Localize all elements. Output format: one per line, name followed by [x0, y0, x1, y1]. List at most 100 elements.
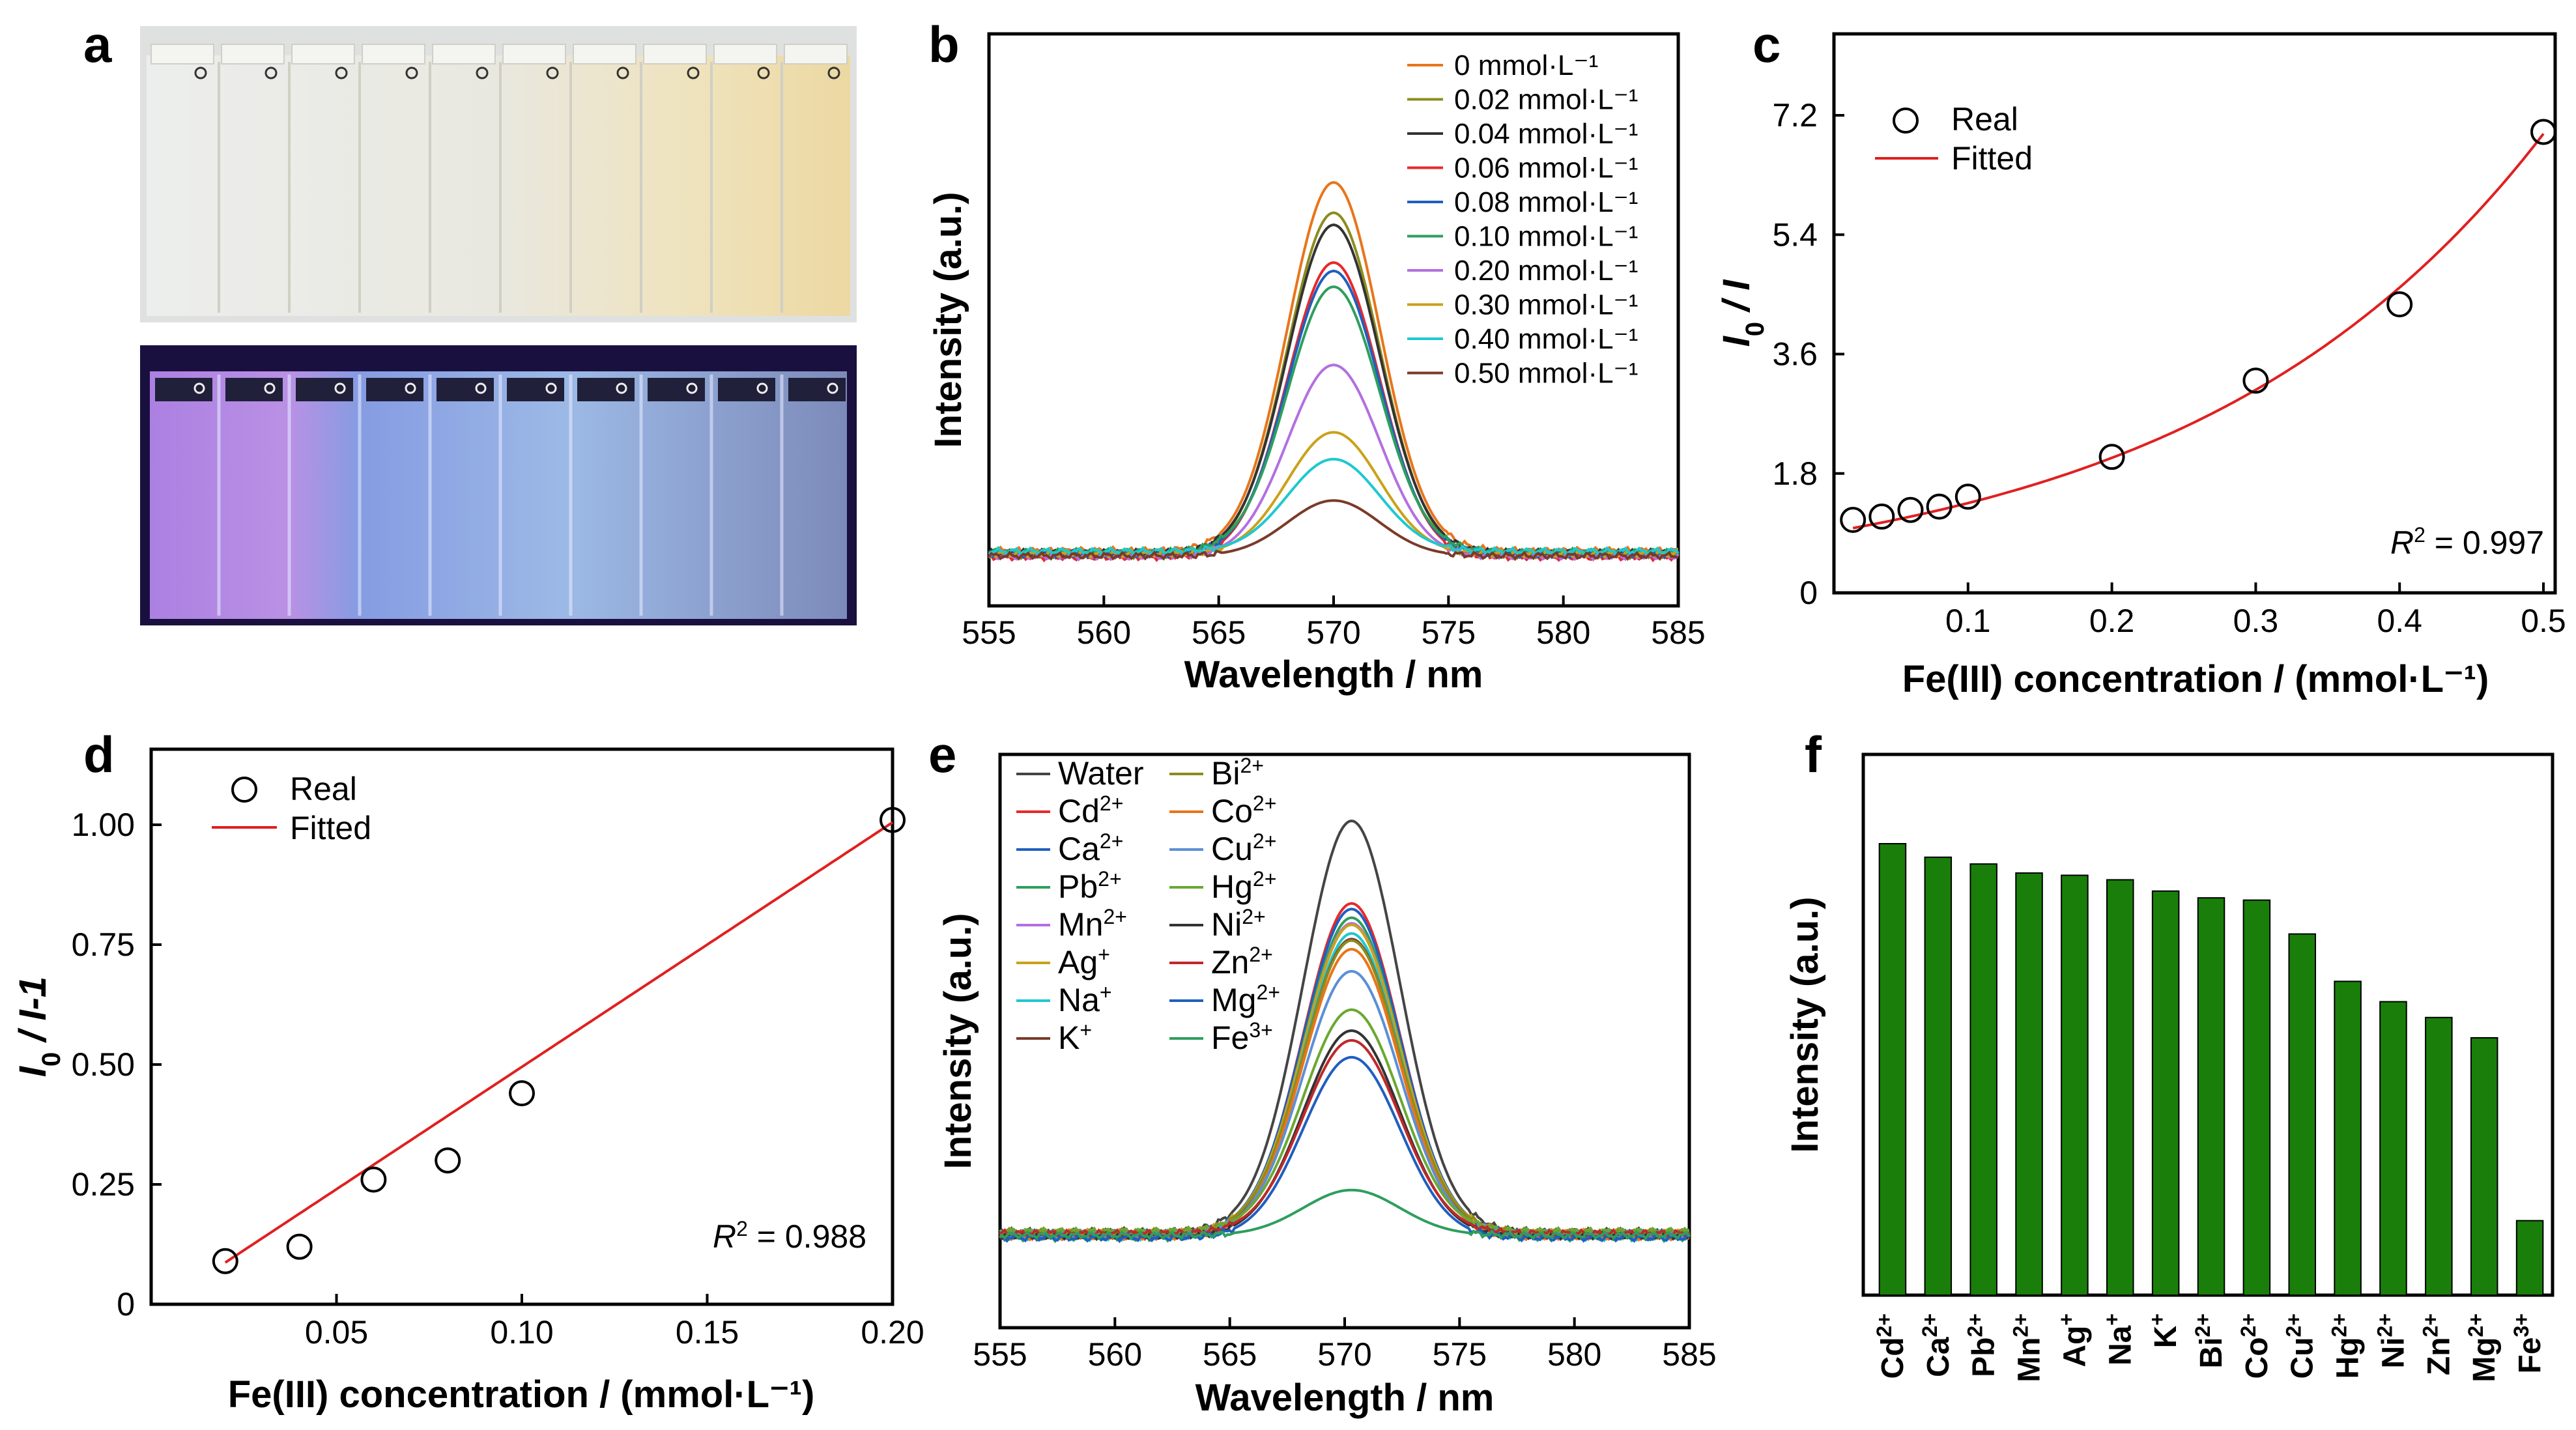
panel-letter-b: b	[928, 16, 960, 73]
bar	[1969, 863, 1997, 1296]
vial-cap	[150, 44, 214, 64]
vial-mark	[193, 382, 205, 394]
data-point	[1897, 496, 1924, 523]
data-point	[1926, 493, 1953, 520]
category-label: Ca2+	[1918, 1313, 1956, 1377]
panel-d: d 0.05 0.10 0.15 0.20 0 0.25 0.50 0.75 1.00 Real…	[12, 726, 924, 1416]
legend-label: Zn2+	[1211, 943, 1273, 980]
legend-label: Mg2+	[1211, 980, 1280, 1018]
spectrum-line	[1000, 916, 1691, 1244]
x-tick-label: 585	[1662, 1336, 1716, 1373]
data-point	[212, 1248, 238, 1274]
daylight-vial-dividers	[150, 44, 848, 313]
legend-label: 0.08 mmol·L⁻¹	[1454, 186, 1638, 218]
category-label: K+	[2145, 1313, 2183, 1348]
data-point	[2098, 444, 2125, 470]
legend-label: Na+	[1058, 980, 1112, 1018]
legend-label: 0.04 mmol·L⁻¹	[1454, 118, 1638, 150]
x-tick-label: 0.20	[861, 1314, 924, 1351]
x-axis-title-d: Fe(III) concentration / (mmol·L⁻¹)	[228, 1373, 815, 1416]
data-point	[286, 1233, 313, 1260]
y-tick-label: 1.00	[72, 807, 135, 843]
vial-mark	[194, 66, 207, 79]
legend-label: 0.30 mmol·L⁻¹	[1454, 289, 1638, 321]
panel-letter-f: f	[1805, 726, 1822, 783]
vial-cap	[291, 44, 355, 64]
y-axis-title-f: Intensity (a.u.)	[1784, 896, 1826, 1152]
vial-mark	[827, 66, 840, 79]
data-point	[1954, 483, 1981, 510]
vial-cap	[502, 44, 566, 64]
panel-f: f Cd2+Ca2+Pb2+Mn2+Ag+Na+K+Bi2+Co2+Cu2+Hg…	[1784, 726, 2555, 1382]
x-tick-label: 0.10	[490, 1314, 553, 1351]
vial-row-uv	[150, 371, 847, 619]
data-point	[509, 1080, 535, 1107]
category-label: Mn2+	[2009, 1313, 2047, 1382]
legend-label: Bi2+	[1211, 754, 1264, 792]
category-label: Fe3+	[2510, 1313, 2547, 1374]
vial-mark	[405, 66, 418, 79]
legend-label: K+	[1058, 1018, 1092, 1056]
x-axis-title-c: Fe(III) concentration / (mmol·L⁻¹)	[1902, 658, 2489, 700]
bar	[2288, 933, 2316, 1296]
vial-mark	[616, 382, 627, 394]
category-label: Na+	[2100, 1313, 2138, 1366]
spectrum-line	[999, 932, 1691, 1243]
x-tick-label: 0.2	[2089, 603, 2135, 639]
x-tick-label: 570	[1317, 1336, 1371, 1373]
data-point	[360, 1166, 387, 1193]
vial-cap	[573, 44, 637, 64]
x-tick-label: 565	[1192, 614, 1246, 651]
y-tick-label: 0.50	[72, 1046, 135, 1083]
x-tick-label: 0.4	[2377, 603, 2422, 639]
plot-frame-c	[1832, 32, 2557, 595]
fitted-line	[1852, 133, 2545, 530]
category-label: Cu2+	[2282, 1313, 2320, 1379]
bar	[1924, 856, 1953, 1296]
y-tick-label: 5.4	[1772, 216, 1818, 253]
vial-row-daylight	[147, 55, 850, 316]
bar	[2470, 1037, 2498, 1296]
bar	[2061, 874, 2089, 1296]
vial-mark	[334, 382, 346, 394]
x-axis-title-b: Wavelength / nm	[1184, 653, 1483, 696]
panel-a: a	[83, 16, 857, 625]
x-tick-label: 0.05	[305, 1314, 368, 1351]
spectrum-line	[988, 457, 1680, 557]
spectrum-line	[988, 499, 1680, 562]
legend-label-real-c: Real	[1951, 101, 2018, 137]
vial-cap	[221, 44, 285, 64]
y-axis-title-c: I0 / I	[1715, 279, 1769, 347]
photo-daylight	[140, 26, 857, 322]
r-squared-c: R2 = 0.997	[2390, 523, 2544, 561]
legend-label-fitted-c: Fitted	[1951, 140, 2033, 177]
vial-mark	[265, 66, 278, 79]
legend-label-fitted-d: Fitted	[290, 810, 371, 846]
data-point	[1868, 503, 1895, 530]
legend-label: Mn2+	[1058, 905, 1127, 943]
x-tick-label: 575	[1422, 614, 1476, 651]
data-point	[2530, 119, 2556, 145]
y-tick-label: 1.8	[1772, 455, 1818, 492]
spectra-e	[999, 819, 1691, 1244]
legend-label: 0.02 mmol·L⁻¹	[1454, 84, 1638, 116]
legend-marker-real-c	[1893, 107, 1919, 134]
r-squared-d: R2 = 0.988	[713, 1217, 866, 1255]
x-tick-label: 565	[1203, 1336, 1257, 1373]
y-tick-label: 7.2	[1772, 97, 1818, 134]
spectra-b	[988, 180, 1680, 563]
plot-d: 0.05 0.10 0.15 0.20 0 0.25 0.50 0.75 1.00	[72, 807, 924, 1351]
bar	[2379, 1001, 2407, 1296]
vial-mark	[475, 382, 487, 394]
spectrum-line	[999, 1038, 1691, 1239]
y-tick-label: 0	[117, 1286, 135, 1323]
bar	[2334, 980, 2362, 1296]
spectrum-line	[988, 431, 1679, 560]
x-tick-label: 585	[1651, 614, 1705, 651]
x-tick-label: 0.3	[2233, 603, 2279, 639]
x-tick-label: 580	[1536, 614, 1590, 651]
x-tick-label: 560	[1088, 1336, 1142, 1373]
data-point	[2242, 367, 2269, 394]
